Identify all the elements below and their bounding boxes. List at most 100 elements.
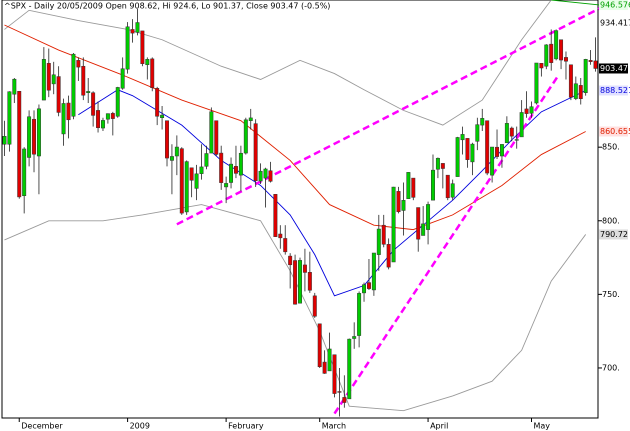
candle-body [381, 224, 386, 245]
candle-body [524, 108, 529, 114]
candle-body [56, 76, 61, 113]
price-label-box [599, 229, 628, 240]
candle-body [362, 284, 367, 294]
candle-body [46, 63, 51, 91]
candle-body [238, 152, 243, 176]
price-label-box [599, 63, 628, 74]
x-tick-label: 2009 [130, 422, 150, 431]
price-label: 790.72 [600, 230, 628, 239]
price-label: 888.521 [600, 86, 630, 95]
candle-body [317, 323, 322, 368]
candle-body [155, 88, 160, 117]
candle-body [485, 120, 490, 174]
candle-body [583, 59, 588, 93]
price-label-box [599, 126, 628, 137]
candle-body [490, 146, 495, 176]
candle-body [160, 114, 165, 118]
candle-body [229, 163, 234, 183]
candle-body [283, 238, 288, 253]
candle-body [2, 136, 7, 145]
candle-body [86, 91, 91, 93]
candle-body [406, 172, 411, 199]
candle-body [120, 68, 125, 89]
candle-body [559, 39, 564, 61]
price-label: 860.655 [600, 127, 630, 136]
candle-body [32, 118, 36, 155]
x-tick-label: April [430, 422, 448, 431]
candle-body [544, 44, 549, 67]
candle-body [568, 64, 573, 98]
candle-body [41, 59, 46, 101]
candle-body [219, 152, 224, 183]
x-tick-label: December [21, 422, 63, 431]
candle-body [332, 354, 337, 394]
candle-body [135, 22, 140, 33]
candle-body [440, 163, 445, 169]
candle-body [534, 62, 539, 104]
candle-body [110, 113, 115, 119]
candle-body [248, 117, 253, 121]
y-tick-label: 800. [602, 216, 620, 225]
candle-body [169, 156, 174, 161]
candle-body [194, 173, 199, 189]
x-tick-label: May [534, 422, 551, 431]
candle-body [22, 148, 27, 197]
candle-body [293, 260, 298, 305]
candle-body [322, 361, 327, 374]
candle-body [435, 157, 440, 170]
candle-body [593, 60, 598, 69]
candle-body [233, 166, 238, 174]
candle-body [421, 223, 426, 236]
candle-body [101, 120, 105, 129]
candle-body [115, 87, 120, 117]
trend-line [176, 6, 602, 226]
y-tick-label: 850. [602, 143, 620, 152]
candle-body [7, 91, 12, 145]
price-label-box [599, 17, 628, 28]
candle-body [288, 255, 293, 266]
candle-body [17, 91, 22, 198]
candle-body [376, 228, 381, 255]
candle-body [273, 194, 278, 237]
indicator-line [551, 0, 601, 6]
candle-body [573, 83, 578, 99]
candle-body [495, 146, 499, 157]
indicator-line [4, 0, 552, 126]
candle-body [27, 116, 32, 158]
candle-body [327, 348, 332, 372]
candle-body [588, 60, 593, 62]
candle-body [96, 110, 101, 129]
candle-body [504, 123, 509, 144]
candle-body [416, 207, 421, 240]
candle-body [465, 138, 470, 160]
candle-body [81, 65, 86, 96]
candle-body [140, 30, 145, 64]
candle-body [91, 92, 96, 116]
x-tick-label: February [228, 422, 264, 431]
candle-body [125, 26, 130, 70]
price-label: 934.417 [600, 18, 630, 27]
candle-body [337, 391, 342, 393]
candle-body [312, 295, 317, 317]
candle-body [578, 85, 583, 100]
candle-body [554, 30, 559, 60]
candle-body [460, 134, 465, 141]
candle-body [470, 143, 475, 163]
candle-body [253, 123, 258, 181]
candle-body [347, 338, 352, 400]
candle-body [455, 137, 460, 177]
candle-body [66, 102, 71, 121]
candle-body [529, 106, 534, 114]
candle-body [150, 58, 155, 88]
candle-body [401, 200, 406, 211]
candle-body [342, 397, 347, 403]
price-label: 903.47 [600, 64, 628, 73]
candle-body [475, 124, 480, 142]
price-label-box [599, 0, 628, 11]
candle-body [51, 74, 56, 85]
x-tick-label: March [322, 422, 346, 431]
candle-body [357, 293, 362, 336]
candle-body [268, 170, 273, 182]
